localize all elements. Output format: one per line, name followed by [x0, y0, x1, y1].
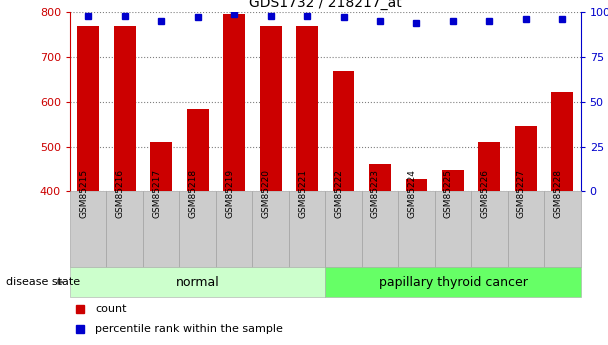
Bar [369, 164, 391, 191]
Text: GSM85226: GSM85226 [480, 169, 489, 218]
Text: GSM85223: GSM85223 [371, 169, 380, 218]
Bar [77, 26, 99, 191]
Text: GSM85222: GSM85222 [334, 169, 344, 218]
Bar [70, 191, 106, 267]
Text: normal: normal [176, 276, 219, 288]
Bar [150, 142, 172, 191]
Bar [544, 191, 581, 267]
Text: GSM85221: GSM85221 [298, 169, 307, 218]
Text: GSM85228: GSM85228 [553, 169, 562, 218]
Bar [223, 14, 245, 191]
Bar [296, 26, 318, 191]
Bar [478, 142, 500, 191]
Text: GSM85220: GSM85220 [261, 169, 271, 218]
Bar [325, 191, 362, 267]
Text: papillary thyroid cancer: papillary thyroid cancer [379, 276, 527, 288]
Bar [106, 191, 143, 267]
Bar [179, 191, 216, 267]
Text: GSM85225: GSM85225 [444, 169, 453, 218]
Bar [143, 191, 179, 267]
Bar [435, 191, 471, 267]
Text: GSM85218: GSM85218 [188, 169, 198, 218]
Bar [362, 191, 398, 267]
Bar [551, 92, 573, 191]
Text: GSM85215: GSM85215 [79, 169, 88, 218]
Bar [114, 26, 136, 191]
Bar [398, 191, 435, 267]
Text: percentile rank within the sample: percentile rank within the sample [95, 324, 283, 334]
Text: GSM85216: GSM85216 [116, 169, 125, 218]
Bar [187, 109, 209, 191]
Text: count: count [95, 304, 127, 314]
Text: disease state: disease state [6, 277, 80, 287]
Text: GSM85224: GSM85224 [407, 169, 416, 218]
Bar [406, 179, 427, 191]
Bar [260, 26, 282, 191]
Text: GSM85227: GSM85227 [517, 169, 526, 218]
Bar [333, 71, 354, 191]
Title: GDS1732 / 218217_at: GDS1732 / 218217_at [249, 0, 402, 10]
Bar [289, 191, 325, 267]
Bar [442, 170, 464, 191]
Text: GSM85217: GSM85217 [152, 169, 161, 218]
Bar [216, 191, 252, 267]
Bar [471, 191, 508, 267]
Bar [515, 126, 537, 191]
Bar [70, 267, 325, 297]
Bar [325, 267, 581, 297]
Bar [252, 191, 289, 267]
Text: GSM85219: GSM85219 [225, 169, 234, 218]
Bar [508, 191, 544, 267]
